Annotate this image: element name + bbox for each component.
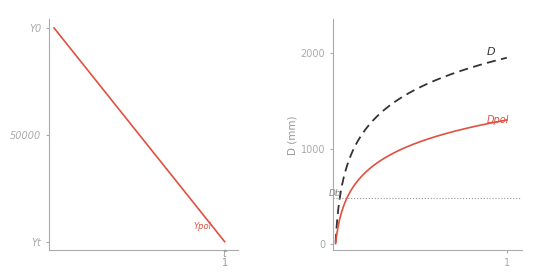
Text: D: D — [486, 47, 495, 57]
Text: Db: Db — [329, 189, 341, 198]
Y-axis label: D (mm): D (mm) — [288, 115, 298, 155]
Text: 1: 1 — [221, 258, 228, 268]
Text: t: t — [222, 249, 226, 259]
Text: Dpol: Dpol — [486, 115, 509, 125]
Text: Ypol: Ypol — [194, 222, 212, 231]
